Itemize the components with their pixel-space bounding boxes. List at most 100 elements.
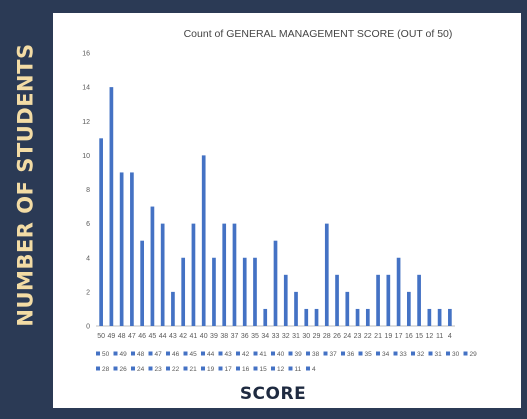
bar-21 bbox=[376, 274, 380, 326]
legend-swatch bbox=[271, 351, 275, 356]
x-tick-label: 12 bbox=[425, 333, 433, 340]
legend-item-15: 15 bbox=[253, 366, 267, 373]
bar-17 bbox=[396, 257, 401, 326]
bar-31 bbox=[294, 291, 298, 326]
legend-swatch bbox=[411, 351, 415, 356]
legend-swatch bbox=[166, 351, 170, 356]
legend-label: 38 bbox=[312, 351, 320, 358]
x-tick-label: 19 bbox=[384, 333, 392, 340]
bar-28 bbox=[324, 223, 329, 326]
legend-swatch bbox=[236, 351, 240, 356]
legend-swatch bbox=[96, 366, 100, 371]
x-tick-label: 24 bbox=[343, 333, 351, 340]
legend-item-22: 22 bbox=[166, 366, 180, 373]
legend-item-49: 49 bbox=[113, 351, 128, 358]
legend-item-39: 39 bbox=[288, 351, 303, 358]
x-tick-label: 45 bbox=[149, 333, 157, 340]
legend-label: 44 bbox=[207, 351, 215, 358]
y-axis-title-text: NUMBER OF STUDENTS bbox=[14, 43, 39, 327]
legend-swatch bbox=[148, 366, 153, 371]
x-axis-title: SCORE bbox=[239, 384, 307, 404]
legend-swatch bbox=[271, 366, 275, 371]
legend-label: 11 bbox=[295, 366, 302, 373]
legend-item-33: 33 bbox=[393, 351, 407, 358]
legend-item-19: 19 bbox=[201, 366, 215, 373]
legend-swatch bbox=[148, 351, 153, 356]
legend-label: 24 bbox=[137, 366, 145, 373]
legend-item-17: 17 bbox=[218, 366, 233, 373]
x-tick-label: 36 bbox=[241, 333, 249, 340]
legend-label: 36 bbox=[347, 351, 355, 358]
legend-item-37: 37 bbox=[323, 351, 338, 358]
legend-label: 19 bbox=[207, 366, 215, 373]
legend-swatch bbox=[376, 351, 380, 356]
x-tick-label: 49 bbox=[107, 333, 115, 340]
y-tick-label: 0 bbox=[86, 324, 90, 331]
bar-48 bbox=[119, 172, 124, 326]
legend-label: 31 bbox=[435, 351, 443, 358]
legend-label: 17 bbox=[225, 366, 233, 373]
legend-label: 40 bbox=[277, 351, 285, 358]
y-tick-label: 2 bbox=[86, 289, 90, 296]
bar-12 bbox=[427, 308, 432, 326]
legend-swatch bbox=[131, 351, 135, 356]
legend-label: 26 bbox=[120, 366, 128, 373]
legend-label: 50 bbox=[102, 351, 110, 358]
legend-swatch bbox=[288, 351, 293, 356]
y-tick-label: 6 bbox=[86, 221, 90, 228]
legend-label: 35 bbox=[365, 351, 373, 358]
legend-item-42: 42 bbox=[236, 351, 250, 358]
legend-swatch bbox=[463, 351, 468, 356]
bar-42 bbox=[181, 257, 186, 326]
bar-36 bbox=[242, 257, 247, 326]
legend-label: 37 bbox=[330, 351, 338, 358]
legend-swatch bbox=[306, 351, 310, 356]
legend-item-45: 45 bbox=[183, 351, 197, 358]
legend-item-21: 21 bbox=[183, 366, 198, 373]
bar-23 bbox=[355, 308, 360, 326]
legend-label: 32 bbox=[417, 351, 425, 358]
bar-39 bbox=[212, 257, 216, 326]
legend-swatch bbox=[218, 366, 223, 371]
legend-label: 28 bbox=[102, 366, 110, 373]
x-tick-label: 35 bbox=[251, 333, 259, 340]
y-tick-label: 4 bbox=[86, 255, 90, 262]
legend-label: 42 bbox=[242, 351, 250, 358]
x-tick-label: 42 bbox=[179, 333, 187, 340]
legend-label: 39 bbox=[295, 351, 303, 358]
legend-swatch bbox=[183, 366, 188, 371]
x-tick-label: 22 bbox=[364, 333, 372, 340]
bar-29 bbox=[314, 308, 319, 326]
legend-item-34: 34 bbox=[376, 351, 390, 358]
legend-label: 49 bbox=[120, 351, 128, 358]
legend-label: 43 bbox=[225, 351, 233, 358]
x-tick-label: 30 bbox=[302, 333, 310, 340]
bar-35 bbox=[253, 257, 257, 326]
legend-label: 22 bbox=[172, 366, 180, 373]
x-tick-label: 44 bbox=[159, 333, 167, 340]
legend-item-40: 40 bbox=[271, 351, 285, 358]
x-tick-label: 38 bbox=[220, 333, 228, 340]
x-tick-label: 17 bbox=[395, 333, 403, 340]
legend-swatch bbox=[323, 351, 328, 356]
legend-swatch bbox=[253, 351, 258, 356]
bar-30 bbox=[304, 308, 309, 326]
legend-swatch bbox=[183, 351, 188, 356]
legend-item-26: 26 bbox=[113, 366, 128, 373]
x-tick-label: 47 bbox=[128, 333, 136, 340]
legend-item-23: 23 bbox=[148, 366, 163, 373]
legend-swatch bbox=[236, 366, 240, 371]
legend-swatch bbox=[113, 351, 118, 356]
legend-label: 4 bbox=[312, 366, 316, 373]
legend-swatch bbox=[341, 351, 345, 356]
legend-item-30: 30 bbox=[446, 351, 460, 358]
legend-label: 48 bbox=[137, 351, 145, 358]
legend-swatch bbox=[393, 351, 398, 356]
legend-label: 47 bbox=[155, 351, 163, 358]
legend-swatch bbox=[166, 366, 170, 371]
legend-label: 21 bbox=[190, 366, 198, 373]
bar-11 bbox=[437, 308, 442, 326]
legend-item-43: 43 bbox=[218, 351, 233, 358]
legend-label: 23 bbox=[155, 366, 163, 373]
bar-43 bbox=[171, 291, 175, 326]
